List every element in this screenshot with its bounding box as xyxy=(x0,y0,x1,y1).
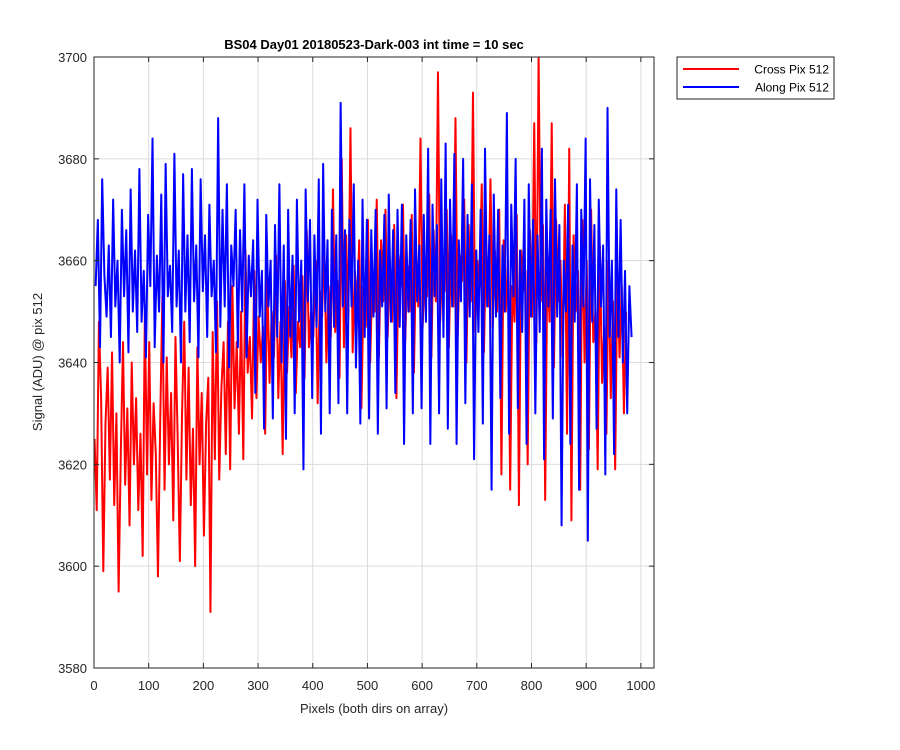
legend: Cross Pix 512 Along Pix 512 xyxy=(676,56,835,100)
x-tick-label: 1000 xyxy=(626,678,655,693)
legend-label-along: Along Pix 512 xyxy=(755,81,829,95)
axis-ticks: 0 100 200 300 400 500 600 700 800 900 1000 3580 3600… xyxy=(58,50,655,693)
legend-box xyxy=(676,56,835,100)
x-tick-label: 400 xyxy=(302,678,324,693)
x-tick-label: 800 xyxy=(521,678,543,693)
x-tick-label: 500 xyxy=(357,678,379,693)
plot-clip xyxy=(94,57,633,613)
x-tick-label: 300 xyxy=(247,678,269,693)
x-tick-label: 600 xyxy=(411,678,433,693)
x-tick-label: 900 xyxy=(575,678,597,693)
y-tick-label: 3600 xyxy=(58,559,87,574)
y-axis-label: Signal (ADU) @ pix 512 xyxy=(30,293,45,431)
x-axis-label: Pixels (both dirs on array) xyxy=(300,701,448,716)
x-tick-label: 100 xyxy=(138,678,160,693)
x-tick-label: 700 xyxy=(466,678,488,693)
series-layer xyxy=(94,57,633,613)
y-tick-label: 3660 xyxy=(58,254,87,269)
y-tick-label: 3680 xyxy=(58,152,87,167)
y-tick-label: 3580 xyxy=(58,661,87,676)
x-tick-label: 200 xyxy=(193,678,215,693)
grid-lines xyxy=(94,57,654,668)
legend-label-cross: Cross Pix 512 xyxy=(754,63,829,77)
series-line-along-pix-512 xyxy=(94,101,633,542)
y-tick-label: 3700 xyxy=(58,50,87,65)
y-tick-label: 3640 xyxy=(58,356,87,371)
y-tick-label: 3620 xyxy=(58,457,87,472)
x-tick-label: 0 xyxy=(90,678,97,693)
chart-title: BS04 Day01 20180523-Dark-003 int time = … xyxy=(224,37,524,52)
